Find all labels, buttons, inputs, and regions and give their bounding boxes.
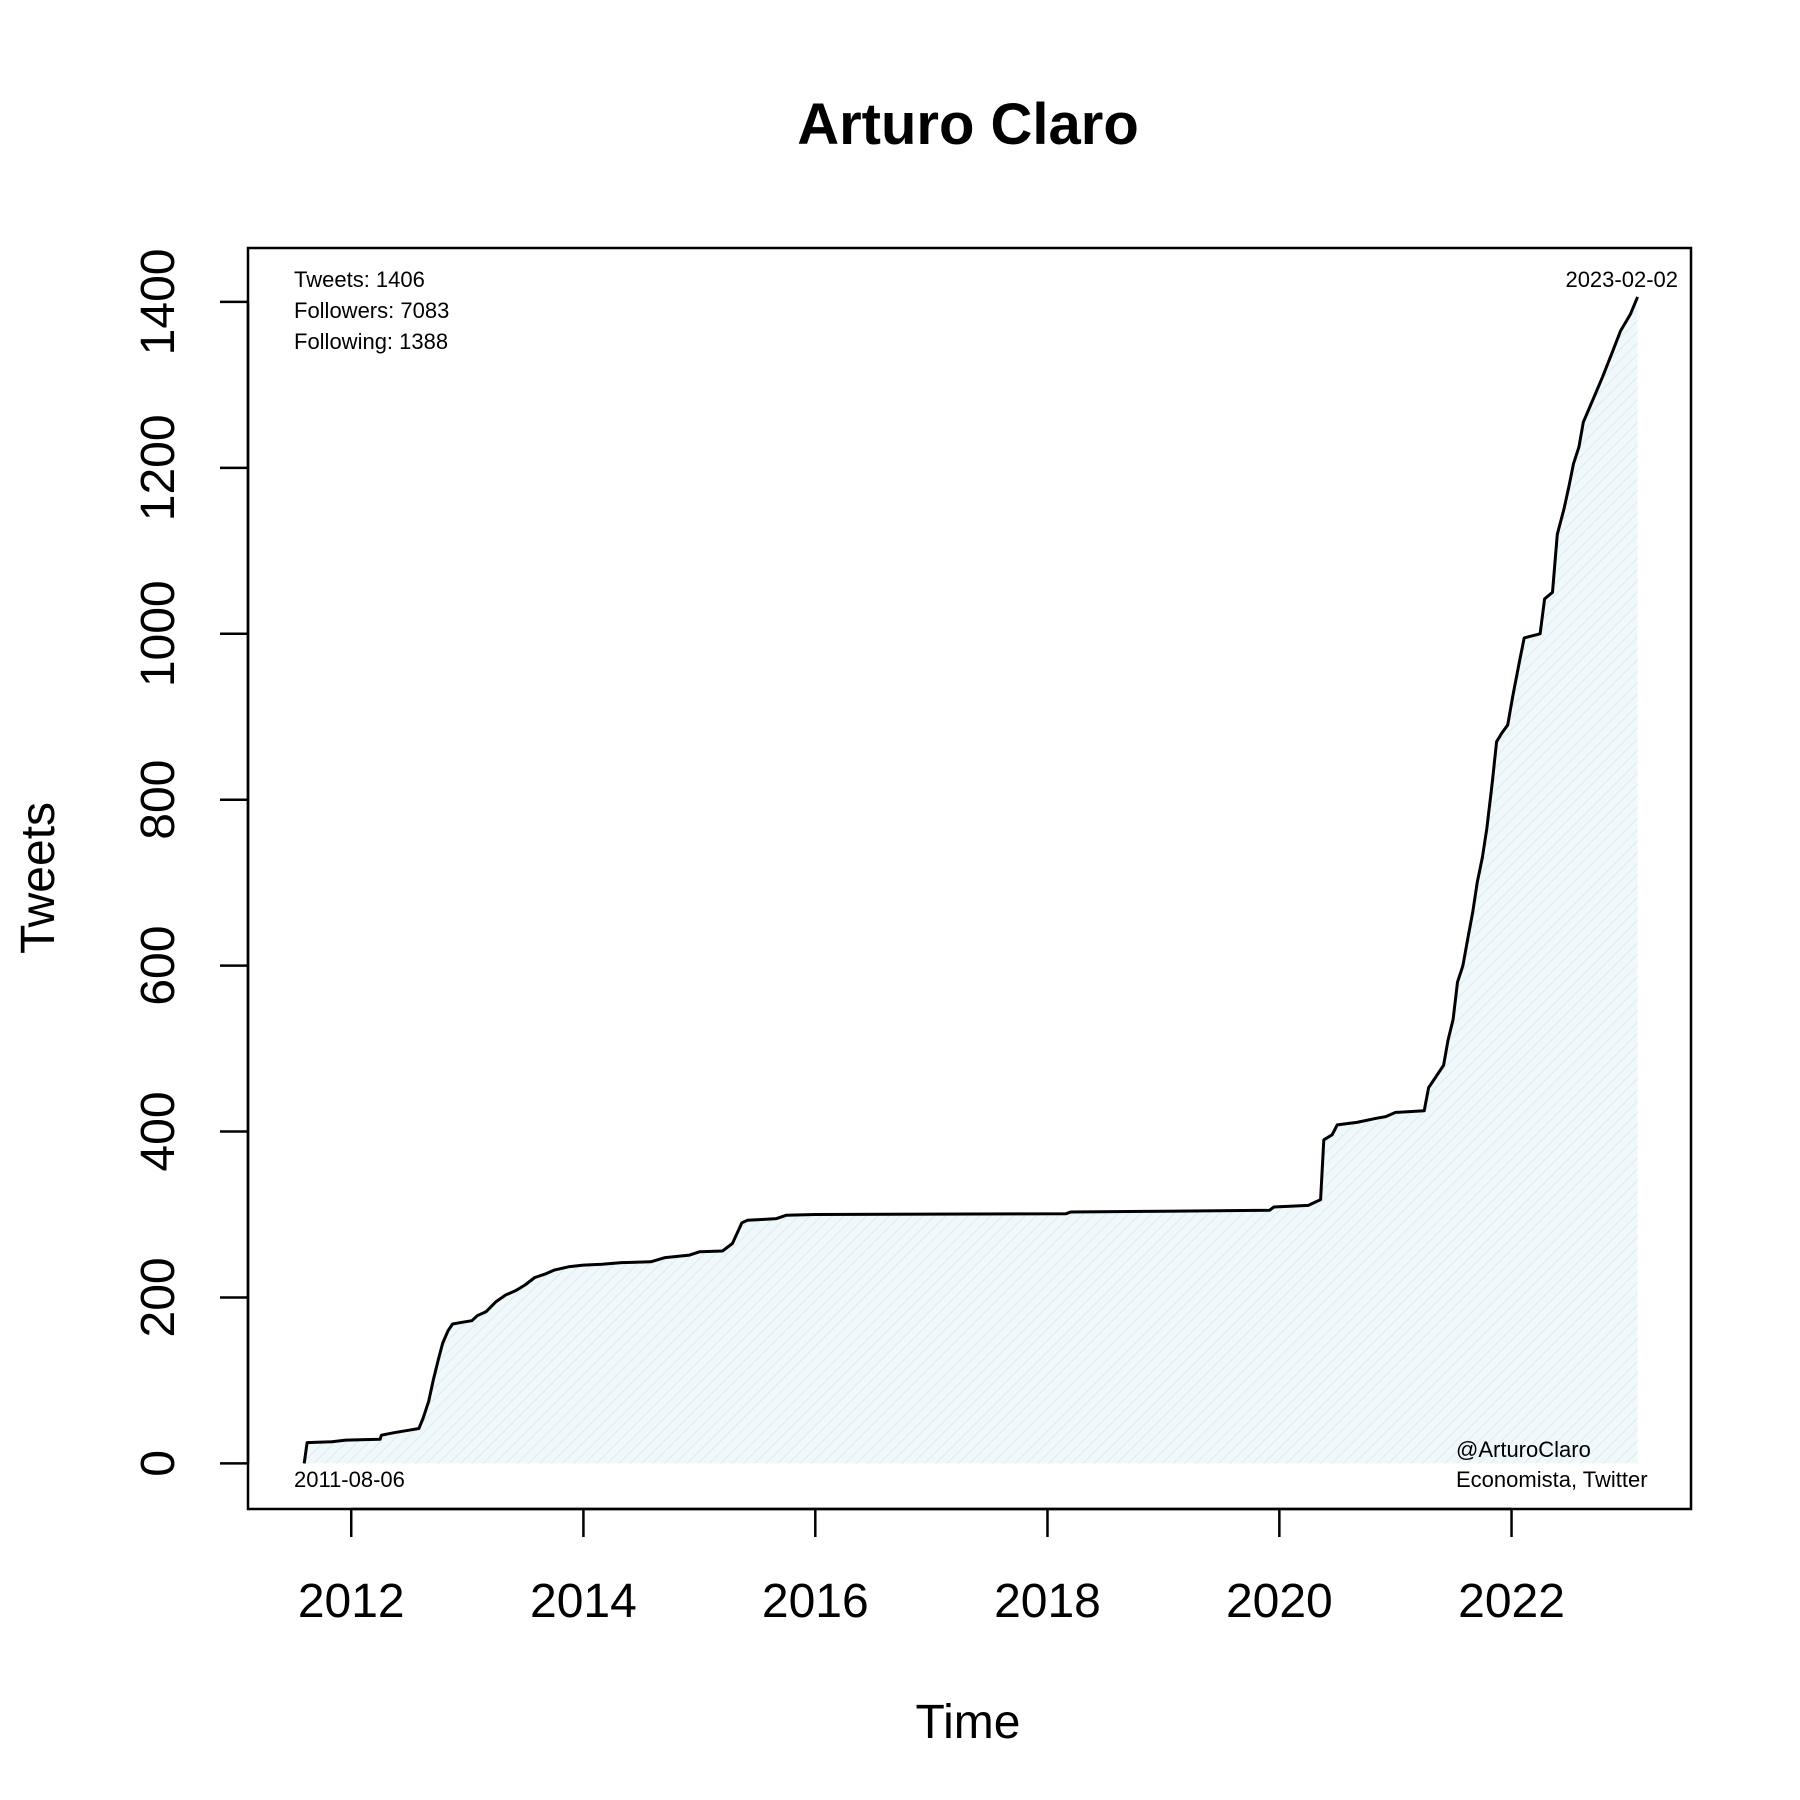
y-tick-label: 800 [132, 760, 185, 840]
stats-following: Following: 1388 [294, 329, 448, 354]
y-tick-label: 1400 [132, 249, 185, 356]
y-tick-label: 0 [132, 1450, 185, 1477]
area-hatch [304, 296, 1638, 1464]
y-tick-label: 200 [132, 1257, 185, 1337]
end-date-label: 2023-02-02 [1565, 267, 1678, 292]
stats-tweets: Tweets: 1406 [294, 267, 425, 292]
y-axis-title: Tweets [12, 802, 65, 954]
stats-followers: Followers: 7083 [294, 298, 449, 323]
y-tick-label: 400 [132, 1091, 185, 1171]
x-tick-label: 2012 [298, 1575, 405, 1628]
x-axis-title: Time [916, 1696, 1021, 1749]
x-tick-label: 2020 [1226, 1575, 1333, 1628]
y-tick-label: 1000 [132, 580, 185, 687]
y-tick-label: 1200 [132, 414, 185, 521]
x-axis: 2012 2014 2016 2018 2020 2022 [298, 1507, 1565, 1628]
series-line [302, 296, 1639, 1464]
chart-title: Arturo Claro [797, 92, 1139, 157]
x-tick-label: 2014 [530, 1575, 637, 1628]
x-tick-label: 2016 [762, 1575, 869, 1628]
start-date-label: 2011-08-06 [294, 1467, 405, 1492]
plot-area [302, 296, 1639, 1464]
x-tick-label: 2018 [994, 1575, 1101, 1628]
x-tick-label: 2022 [1458, 1575, 1565, 1628]
credit-handle: @ArturoClaro [1456, 1437, 1591, 1462]
y-tick-label: 600 [132, 926, 185, 1006]
y-axis: 0 200 400 600 800 1000 1200 1400 [132, 249, 250, 1477]
credit-description: Economista, Twitter [1456, 1467, 1648, 1492]
